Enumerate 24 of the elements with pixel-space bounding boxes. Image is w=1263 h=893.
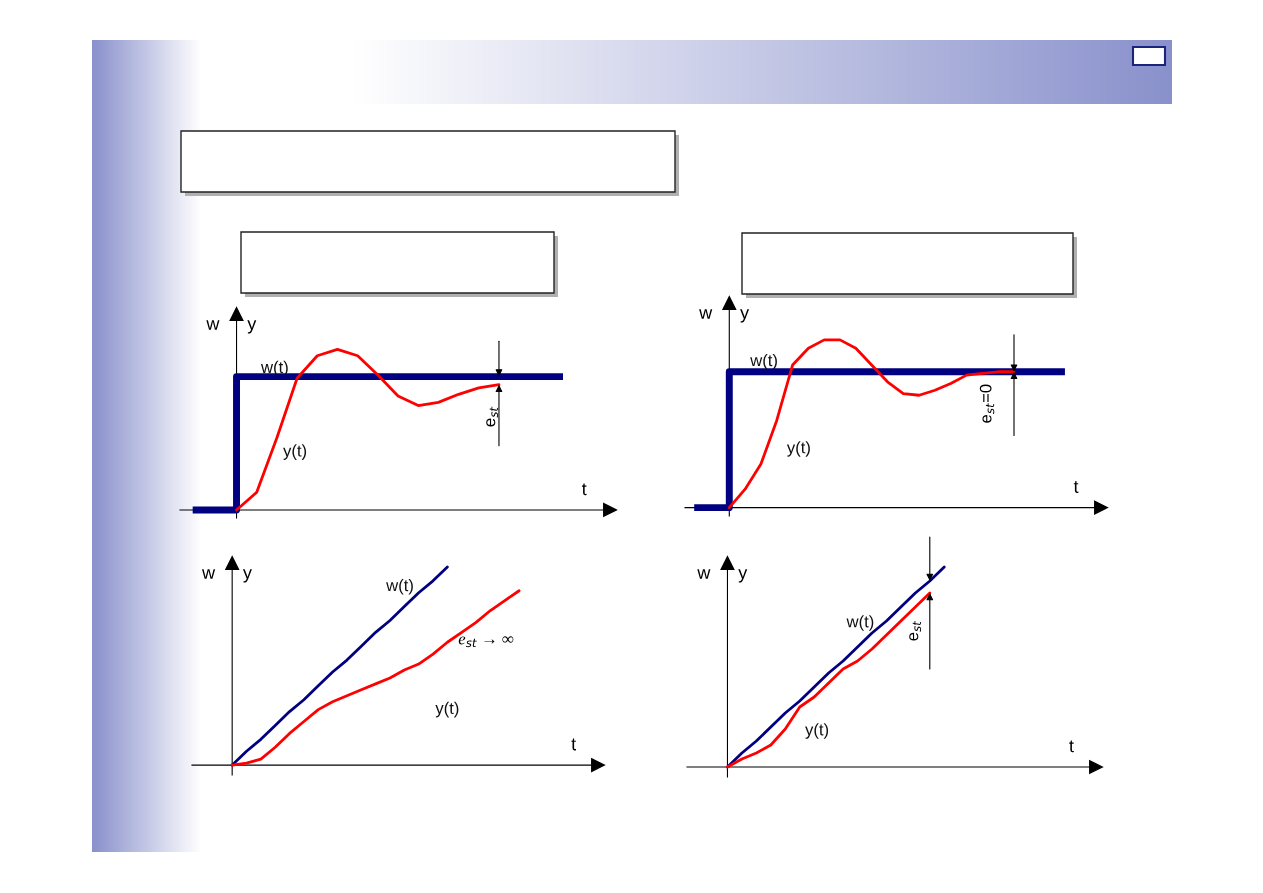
annotation: y [242,569,252,583]
series-label: y(t) [283,444,307,460]
text: w [202,569,216,579]
annotation: e$_{st}$ [909,620,922,641]
text: w [697,569,711,579]
text: y [740,309,750,323]
series-label: w(t) [750,353,777,370]
x-axis-title: t [1069,740,1074,753]
text: w [699,309,713,319]
series-label: w(t) [260,360,288,377]
x-axis-title: t [581,483,587,496]
annotation: e$_{st}$ → ∞ [458,636,514,648]
series-label: y(t) [786,441,810,457]
series-label: w(t) [846,615,874,631]
annotation: e$_{st}$=0 [979,384,995,423]
text: y(t) [435,701,459,718]
x-axis-title: t [1073,481,1079,493]
annotation: y [738,569,748,583]
text: w [206,320,220,330]
annotation: e$_{st}$ [486,406,499,427]
text: y [247,320,257,334]
series-label: w(t) [386,579,413,595]
x-axis-title: t [571,738,577,751]
series-label: y(t) [805,723,829,739]
